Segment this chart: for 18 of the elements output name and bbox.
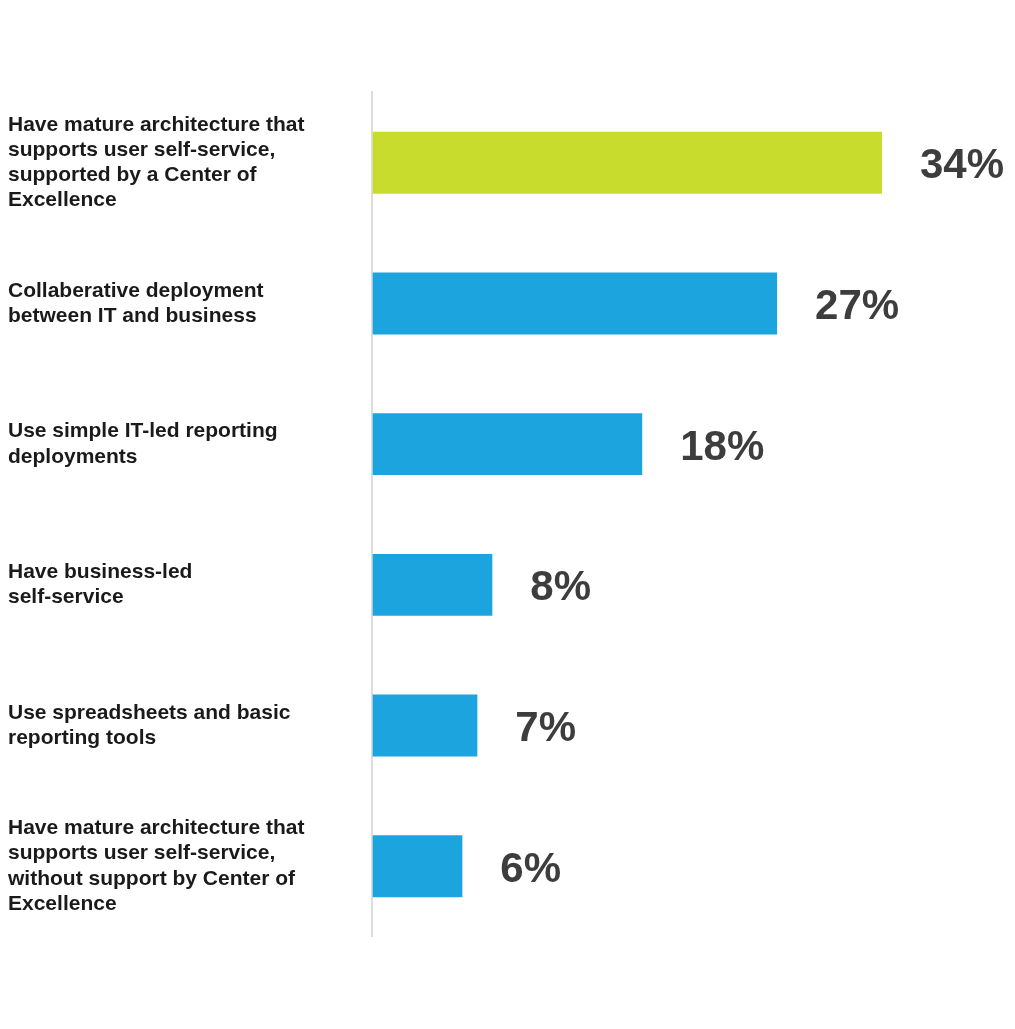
data-label: 6% xyxy=(500,843,562,891)
bar xyxy=(372,272,778,335)
bar xyxy=(372,694,478,757)
data-label: 27% xyxy=(815,281,900,329)
bar xyxy=(372,835,463,898)
bar xyxy=(372,131,883,194)
y-tick-label: Have mature architecture that supports user self-service, supported by a Center of Excellence xyxy=(8,111,305,211)
y-tick-label: Use spreadsheets and basic reporting tools xyxy=(8,699,291,748)
data-label: 7% xyxy=(515,703,577,751)
y-tick-label: Have business-led self-service xyxy=(8,559,193,608)
y-tick-label: Have mature architecture that supports user self-service, without support by Center of Excellence xyxy=(7,815,305,914)
data-label: 34% xyxy=(920,140,1005,188)
data-label: 8% xyxy=(530,562,592,610)
y-tick-label: Collaberative deployment between IT and business xyxy=(8,277,264,326)
bar xyxy=(372,413,643,476)
bar xyxy=(372,553,493,616)
y-tick-label: Use simple IT-led reporting deployments xyxy=(8,418,278,467)
data-label: 18% xyxy=(680,421,765,469)
